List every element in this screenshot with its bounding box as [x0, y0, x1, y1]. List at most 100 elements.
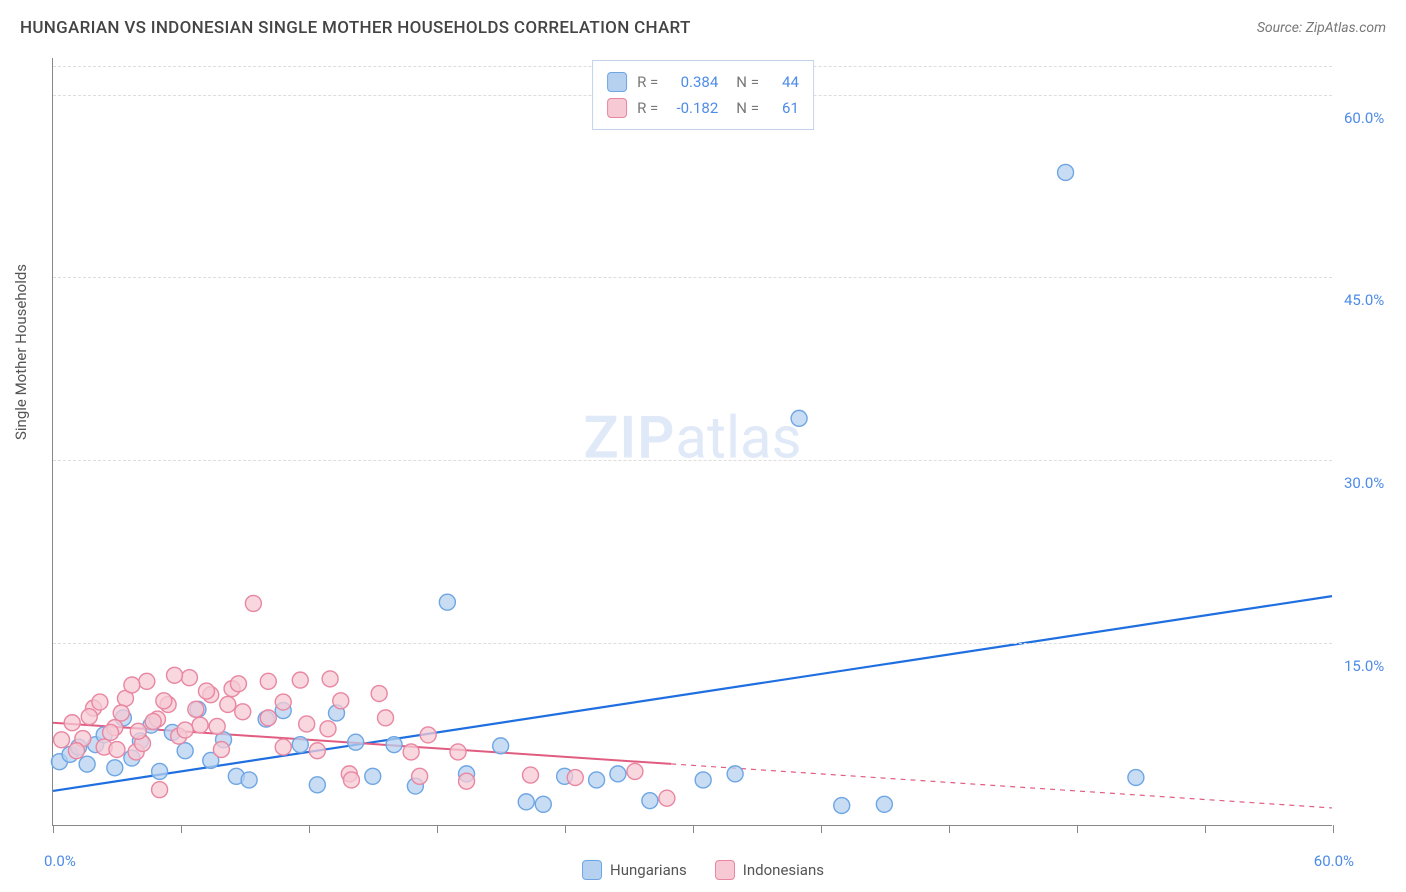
data-point — [412, 768, 428, 784]
data-point — [177, 743, 193, 759]
y-tick-label: 45.0% — [1344, 291, 1384, 309]
legend-swatch-hungarians — [582, 860, 602, 880]
data-point — [68, 743, 84, 759]
data-point — [348, 734, 364, 750]
data-point — [181, 670, 197, 686]
data-point — [627, 763, 643, 779]
data-point — [130, 723, 146, 739]
stats-row-indonesians: R = -0.182 N = 61 — [607, 95, 799, 121]
data-point — [333, 693, 349, 709]
correlation-stats-box: R = 0.384 N = 44 R = -0.182 N = 61 — [592, 60, 814, 130]
r-value-hungarians: 0.384 — [666, 69, 718, 95]
data-point — [235, 704, 251, 720]
source-attribution: Source: ZipAtlas.com — [1257, 20, 1386, 36]
data-point — [124, 677, 140, 693]
r-value-indonesians: -0.182 — [666, 95, 718, 121]
data-point — [876, 796, 892, 812]
data-point — [834, 798, 850, 814]
data-point — [156, 693, 172, 709]
data-point — [292, 672, 308, 688]
legend-swatch-indonesians — [715, 860, 735, 880]
legend-item-indonesians: Indonesians — [715, 860, 824, 880]
data-point — [365, 768, 381, 784]
data-point — [54, 732, 70, 748]
chart-title: HUNGARIAN VS INDONESIAN SINGLE MOTHER HO… — [20, 18, 691, 38]
data-point — [152, 782, 168, 798]
data-point — [309, 777, 325, 793]
data-point — [167, 667, 183, 683]
data-point — [439, 594, 455, 610]
data-point — [386, 737, 402, 753]
data-point — [79, 756, 95, 772]
data-point — [292, 737, 308, 753]
data-point — [450, 744, 466, 760]
data-point — [322, 671, 338, 687]
data-point — [695, 772, 711, 788]
data-point — [103, 724, 119, 740]
data-point — [260, 673, 276, 689]
y-tick-label: 60.0% — [1344, 109, 1384, 127]
data-point — [299, 716, 315, 732]
legend-label-hungarians: Hungarians — [610, 861, 687, 879]
data-point — [610, 766, 626, 782]
y-axis-label: Single Mother Households — [12, 264, 30, 440]
data-point — [535, 796, 551, 812]
data-point — [198, 683, 214, 699]
data-point — [188, 701, 204, 717]
data-point — [107, 760, 123, 776]
chart-container: HUNGARIAN VS INDONESIAN SINGLE MOTHER HO… — [0, 0, 1406, 892]
legend-item-hungarians: Hungarians — [582, 860, 687, 880]
swatch-indonesians — [607, 98, 627, 118]
data-point — [659, 790, 675, 806]
data-point — [209, 718, 225, 734]
x-min-label: 0.0% — [44, 852, 76, 870]
data-point — [518, 794, 534, 810]
data-point — [378, 710, 394, 726]
data-point — [109, 742, 125, 758]
scatter-plot-svg — [53, 58, 1332, 825]
data-point — [92, 694, 108, 710]
data-point — [320, 721, 336, 737]
data-point — [260, 710, 276, 726]
data-point — [642, 793, 658, 809]
data-point — [113, 705, 129, 721]
bottom-legend: Hungarians Indonesians — [582, 860, 824, 880]
data-point — [522, 767, 538, 783]
data-point — [589, 772, 605, 788]
y-tick-label: 30.0% — [1344, 474, 1384, 492]
data-point — [1058, 164, 1074, 180]
data-point — [81, 709, 97, 725]
n-value-indonesians: 61 — [767, 95, 799, 121]
data-point — [241, 772, 257, 788]
data-point — [145, 714, 161, 730]
data-point — [275, 739, 291, 755]
r-label: R = — [637, 95, 658, 121]
data-point — [220, 696, 236, 712]
r-label: R = — [637, 69, 658, 95]
plot-area: ZIPatlas — [52, 58, 1332, 826]
data-point — [245, 595, 261, 611]
n-label: N = — [736, 95, 759, 121]
data-point — [343, 772, 359, 788]
legend-label-indonesians: Indonesians — [743, 861, 824, 879]
data-point — [567, 770, 583, 786]
swatch-hungarians — [607, 72, 627, 92]
data-point — [420, 727, 436, 743]
data-point — [371, 686, 387, 702]
data-point — [791, 410, 807, 426]
data-point — [139, 673, 155, 689]
data-point — [230, 676, 246, 692]
data-point — [275, 694, 291, 710]
data-point — [309, 743, 325, 759]
data-point — [213, 742, 229, 758]
stats-row-hungarians: R = 0.384 N = 44 — [607, 69, 799, 95]
data-point — [727, 766, 743, 782]
n-label: N = — [736, 69, 759, 95]
data-point — [64, 715, 80, 731]
y-tick-label: 15.0% — [1344, 657, 1384, 675]
data-point — [177, 722, 193, 738]
n-value-hungarians: 44 — [767, 69, 799, 95]
data-point — [403, 744, 419, 760]
x-max-label: 60.0% — [1314, 852, 1354, 870]
data-point — [1128, 770, 1144, 786]
